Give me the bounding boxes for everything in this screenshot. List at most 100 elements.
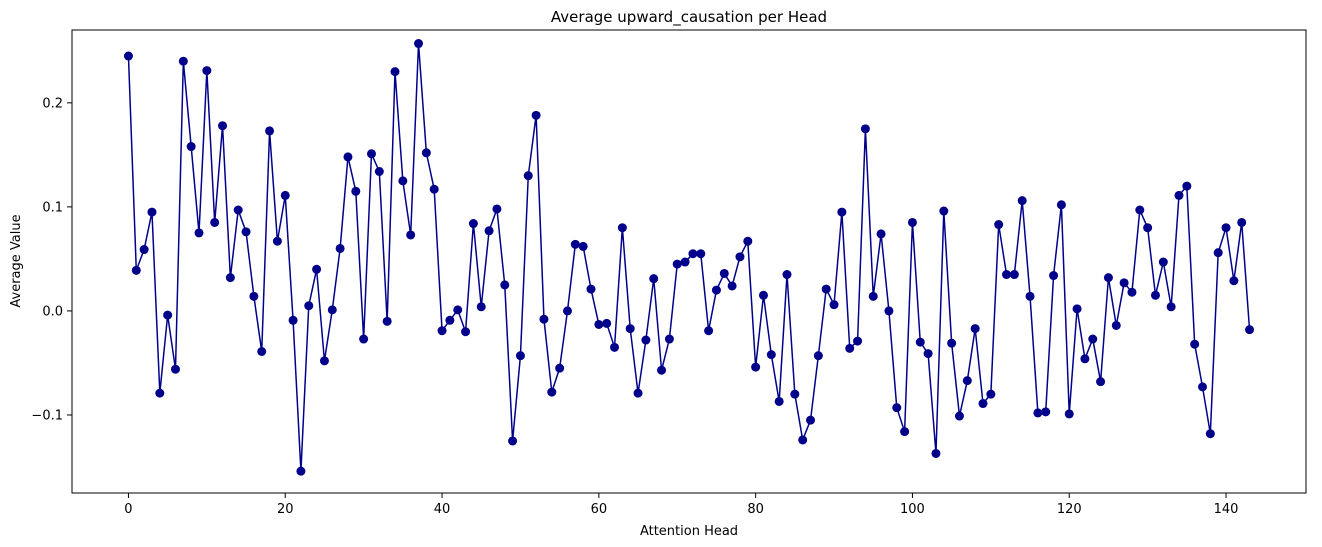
data-point	[719, 268, 729, 278]
data-point	[500, 280, 510, 290]
data-point	[1119, 278, 1129, 288]
data-point	[233, 205, 243, 215]
data-point	[649, 274, 659, 284]
data-point	[688, 249, 698, 259]
data-point	[751, 362, 761, 372]
data-point	[900, 427, 910, 437]
data-point	[421, 148, 431, 158]
data-point	[1198, 382, 1208, 392]
data-point	[672, 259, 682, 269]
data-point	[1033, 408, 1043, 418]
data-point	[821, 284, 831, 294]
data-point	[1158, 257, 1168, 267]
data-point	[1096, 377, 1106, 387]
data-point	[492, 204, 502, 214]
data-point	[359, 334, 369, 344]
data-point	[735, 252, 745, 262]
x-tick-label: 60	[591, 502, 608, 517]
data-point	[947, 338, 957, 348]
data-point	[1041, 407, 1051, 417]
data-point	[986, 389, 996, 399]
data-point	[1229, 276, 1239, 286]
data-point	[1221, 223, 1231, 233]
data-point	[1049, 271, 1059, 281]
data-point	[774, 396, 784, 406]
data-point	[1017, 196, 1027, 206]
data-point	[343, 152, 353, 162]
data-point	[1182, 181, 1192, 191]
data-point	[884, 306, 894, 316]
data-point	[1064, 409, 1074, 419]
y-axis: −0.1 0.0 0.1 0.2	[31, 96, 72, 423]
data-point	[531, 110, 541, 120]
data-point	[915, 337, 925, 347]
data-point	[515, 351, 525, 361]
x-tick-label: 0	[124, 502, 132, 517]
data-point	[696, 249, 706, 259]
data-point	[398, 176, 408, 186]
data-point	[1150, 290, 1160, 300]
data-point	[860, 124, 870, 134]
data-point	[414, 39, 424, 49]
data-point	[351, 186, 361, 196]
chart-title: Average upward_causation per Head	[551, 8, 827, 27]
data-point	[1127, 287, 1137, 297]
data-point	[335, 243, 345, 253]
data-point	[1143, 223, 1153, 233]
data-point	[586, 284, 596, 294]
data-point	[1111, 320, 1121, 330]
data-point	[194, 228, 204, 238]
data-point	[931, 448, 941, 458]
data-point	[484, 226, 494, 236]
data-point	[547, 387, 557, 397]
x-tick-label: 120	[1057, 502, 1082, 517]
data-point	[186, 142, 196, 152]
data-point	[1088, 334, 1098, 344]
data-point	[1190, 339, 1200, 349]
y-axis-label: Average Value	[9, 214, 24, 307]
data-point	[711, 285, 721, 295]
data-point	[664, 334, 674, 344]
data-point	[147, 207, 157, 217]
data-point	[202, 66, 212, 76]
data-point	[382, 316, 392, 326]
data-point	[468, 219, 478, 229]
data-point	[453, 305, 463, 315]
data-point	[813, 351, 823, 361]
data-point	[1080, 354, 1090, 364]
data-point	[288, 315, 298, 325]
data-point	[970, 324, 980, 334]
data-point	[617, 223, 627, 233]
data-point	[962, 376, 972, 386]
x-tick-label: 20	[277, 502, 294, 517]
data-point	[280, 190, 290, 200]
data-point	[1103, 273, 1113, 283]
data-point	[508, 436, 518, 446]
data-point	[218, 121, 228, 131]
data-point	[1166, 302, 1176, 312]
data-point	[1205, 429, 1215, 439]
data-point	[210, 217, 220, 227]
data-point	[257, 347, 267, 356]
data-point	[390, 67, 400, 77]
data-point	[578, 241, 588, 251]
data-point	[1245, 325, 1255, 335]
y-tick-label: 0.0	[42, 304, 63, 319]
data-point	[1237, 217, 1247, 227]
data-point	[1213, 248, 1223, 258]
data-point	[1002, 270, 1012, 280]
data-point	[461, 327, 471, 337]
data-point	[296, 466, 306, 476]
y-tick-label: 0.2	[42, 96, 63, 111]
data-point	[954, 411, 964, 421]
data-point	[163, 310, 173, 320]
x-axis: 0 20 40 60 80 100 120 140	[124, 493, 1238, 517]
data-point	[562, 306, 572, 316]
data-point	[743, 236, 753, 246]
data-point	[853, 336, 863, 346]
data-point	[758, 290, 768, 300]
plot-area	[123, 39, 1255, 476]
x-tick-label: 140	[1214, 502, 1239, 517]
data-point	[680, 257, 690, 267]
data-point	[806, 415, 816, 425]
